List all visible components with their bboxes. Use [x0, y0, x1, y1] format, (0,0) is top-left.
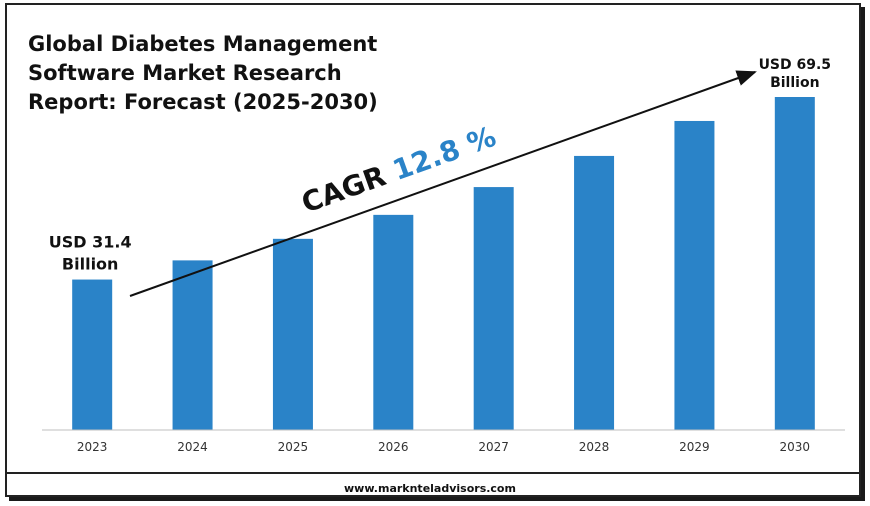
x-tick-label-2024: 2024: [177, 440, 208, 454]
x-tick-label-2030: 2030: [780, 440, 811, 454]
x-tick-label-2027: 2027: [478, 440, 509, 454]
x-tick-label-2026: 2026: [378, 440, 409, 454]
x-tick-label-2029: 2029: [679, 440, 710, 454]
x-tick-label-2025: 2025: [278, 440, 309, 454]
bar-2025: [272, 238, 313, 430]
cagr-trend-arrow: [129, 70, 757, 297]
bar-2029: [674, 120, 715, 430]
value-label-2030: USD 69.5 Billion: [759, 57, 832, 91]
x-tick-label-2028: 2028: [579, 440, 610, 454]
cagr-prefix: CAGR: [297, 159, 390, 219]
footer-url: www.marknteladvisors.com: [344, 482, 516, 495]
page-title: Global Diabetes Management Software Mark…: [28, 32, 378, 114]
bar-2024: [172, 260, 213, 430]
bar-2027: [473, 187, 514, 430]
bar-2026: [373, 214, 414, 430]
value-label-2023: USD 31.4 Billion: [49, 233, 132, 274]
x-tick-label-2023: 2023: [77, 440, 108, 454]
bar-2023: [72, 279, 113, 430]
footer-divider: [5, 472, 861, 474]
bar-2030: [774, 97, 815, 430]
cagr-value: 12.8 %: [388, 120, 500, 187]
bar-2028: [574, 155, 615, 430]
cagr-label: CAGR12.8 %: [297, 120, 500, 220]
